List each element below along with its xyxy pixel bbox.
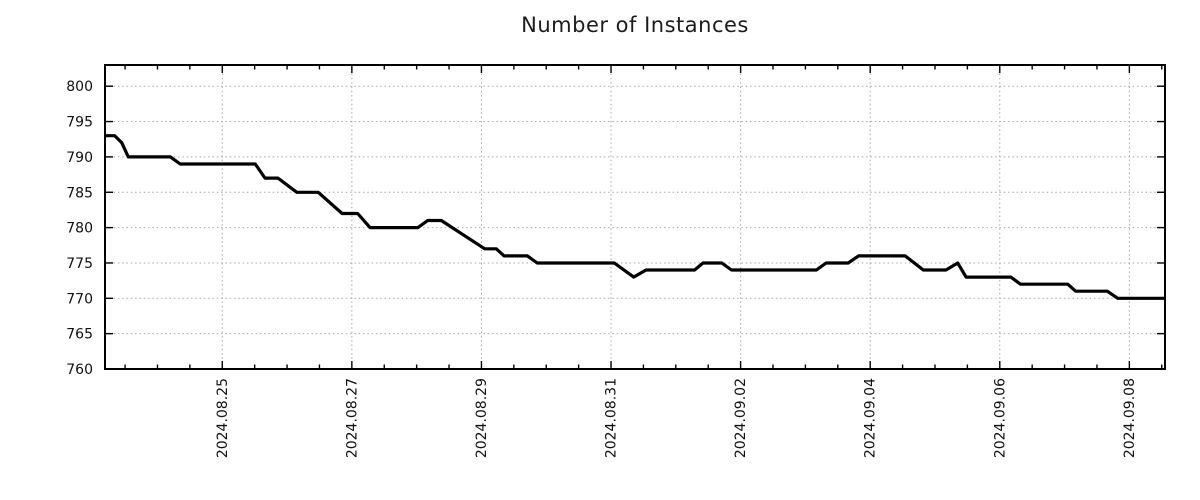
x-tick-label: 2024.09.08 <box>1122 378 1138 458</box>
x-tick-label: 2024.08.31 <box>604 378 620 458</box>
x-tick-label: 2024.08.27 <box>344 378 360 458</box>
chart-title: Number of Instances <box>521 13 749 37</box>
x-tick-label: 2024.09.06 <box>992 378 1008 458</box>
y-tick-label: 770 <box>66 291 93 307</box>
data-line <box>105 134 1165 300</box>
y-tick-label: 800 <box>66 79 93 95</box>
y-tick-label: 760 <box>66 362 93 378</box>
y-tick-label: 780 <box>66 221 93 237</box>
y-tick-label: 765 <box>66 327 93 343</box>
x-tick-label: 2024.08.25 <box>215 378 231 458</box>
y-tick-label: 795 <box>66 115 93 131</box>
y-tick-labels: 760 765 770 775 780 785 790 795 800 <box>66 79 93 378</box>
grid-lines <box>105 65 1165 370</box>
x-tick-label: 2024.09.04 <box>863 378 879 458</box>
y-tick-label: 775 <box>66 256 93 272</box>
plot-frame <box>104 64 1166 370</box>
y-tick-label: 785 <box>66 185 93 201</box>
x-tick-labels: 2024.08.25 2024.08.27 2024.08.29 2024.08.31… <box>215 378 1138 458</box>
axis-ticks <box>105 65 1165 370</box>
x-tick-label: 2024.09.02 <box>733 378 749 458</box>
y-tick-label: 790 <box>66 150 93 166</box>
x-tick-label: 2024.08.29 <box>474 378 490 458</box>
